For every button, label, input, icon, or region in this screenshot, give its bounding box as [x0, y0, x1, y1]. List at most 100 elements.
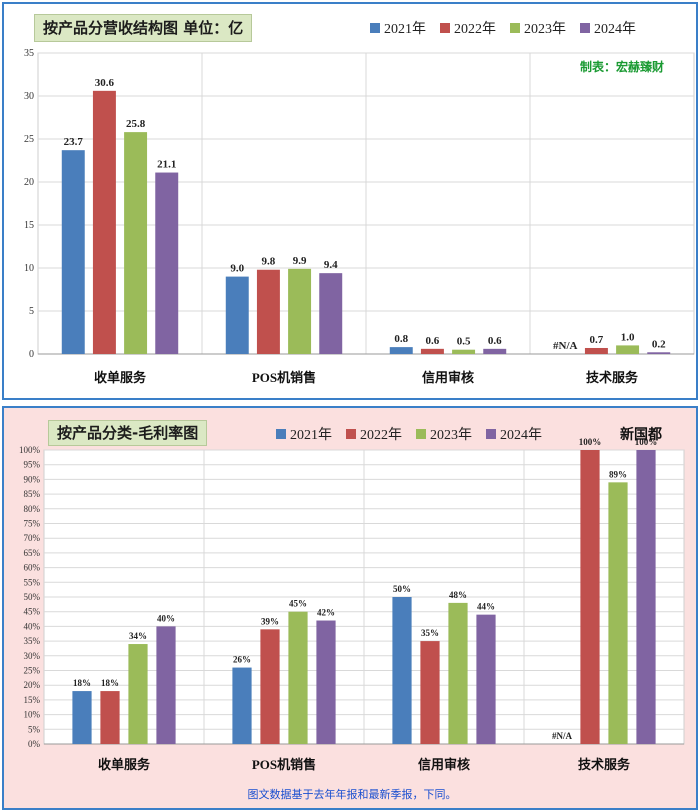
y-tick-label: 15%	[24, 695, 41, 705]
data-label: 9.9	[293, 255, 307, 267]
bar-2022年	[420, 641, 440, 744]
legend-label-2021: 2021年	[290, 428, 332, 443]
data-label: 34%	[129, 631, 147, 641]
y-tick-label: 45%	[24, 607, 41, 617]
legend-label-2022: 2022年	[454, 22, 496, 37]
data-label: 18%	[101, 678, 119, 688]
y-tick-label: 25	[24, 134, 34, 145]
bar-2022年	[256, 269, 280, 354]
bar-2024年	[476, 614, 496, 744]
category-label: 信用审核	[418, 757, 470, 772]
y-tick-label: 20%	[24, 680, 41, 690]
category-label: POS机销售	[252, 370, 316, 385]
legend-item-2024: 2024年	[486, 424, 542, 444]
data-label: 45%	[289, 599, 307, 609]
margin-chart-title: 按产品分类-毛利率图	[48, 420, 208, 446]
bar-2022年	[260, 629, 280, 744]
margin-legend: 2021年 2022年 2023年 2024年	[276, 424, 542, 444]
data-label: 100%	[579, 437, 602, 447]
y-tick-label: 100%	[19, 445, 41, 455]
y-tick-label: 90%	[24, 474, 41, 484]
revenue-panel: 0 5 10 15 20 25 30 35 收单服务 23.7 30.6 25.8 21.1 POS机销售…	[2, 2, 698, 400]
bar-2021年	[225, 276, 249, 354]
y-tick-label: 50%	[24, 592, 41, 602]
bar-2024年	[647, 352, 671, 354]
data-label: 18%	[73, 678, 91, 688]
revenue-chart: 0 5 10 15 20 25 30 35 收单服务 23.7 30.6 25.8 21.1 POS机销售…	[24, 48, 695, 385]
y-tick-label: 5	[29, 306, 34, 317]
y-tick-label: 15	[24, 220, 34, 231]
legend-swatch-2023	[510, 23, 520, 33]
bar-2023年	[124, 132, 148, 354]
legend-label-2024: 2024年	[500, 428, 542, 443]
legend-swatch-2024	[486, 429, 496, 439]
legend-item-2022: 2022年	[440, 18, 496, 38]
data-label: 39%	[261, 616, 279, 626]
margin-panel: 0% 5% 10% 15% 20% 25% 30% 35% 40% 45% 50% 55% 60% 65%…	[2, 406, 698, 810]
bar-2021年	[72, 691, 92, 744]
category-label: 技术服务	[586, 370, 639, 385]
chart-credit: 制表：宏赫臻财	[580, 60, 665, 74]
legend-label-2022: 2022年	[360, 428, 402, 443]
legend-swatch-2021	[370, 23, 380, 33]
data-label: 0.5	[457, 336, 471, 348]
y-tick-label: 40%	[24, 621, 41, 631]
legend-item-2021: 2021年	[276, 424, 332, 444]
category-label: 信用审核	[422, 370, 474, 385]
y-tick-label: 10	[24, 263, 34, 274]
legend-item-2023: 2023年	[510, 18, 566, 38]
bar-2024年	[155, 172, 179, 354]
data-label: 0.7	[590, 334, 604, 346]
bar-2022年	[580, 450, 600, 744]
bar-2023年	[608, 482, 628, 744]
data-label: 0.6	[488, 335, 502, 347]
y-tick-label: 25%	[24, 666, 41, 676]
bar-2021年	[61, 150, 85, 354]
legend-label-2023: 2023年	[524, 22, 566, 37]
bar-2024年	[319, 273, 343, 354]
data-label: 0.2	[652, 338, 666, 350]
legend-label-2023: 2023年	[430, 428, 472, 443]
y-tick-label: 35%	[24, 636, 41, 646]
bar-2023年	[448, 602, 468, 744]
bar-2024年	[483, 348, 507, 354]
data-label: 50%	[393, 584, 411, 594]
footnote: 图文数据基于去年年报和最新季报，下同。	[247, 788, 457, 801]
data-label: 26%	[233, 655, 251, 665]
legend-label-2021: 2021年	[384, 22, 426, 37]
watermark-text: 新国都	[620, 427, 662, 443]
data-label: 1.0	[621, 331, 635, 343]
data-label: 48%	[449, 590, 467, 600]
y-tick-label: 20	[24, 177, 34, 188]
bar-2023年	[288, 268, 312, 354]
data-label: 44%	[477, 602, 495, 612]
y-tick-label: 80%	[24, 504, 41, 514]
bar-2024年	[156, 626, 176, 744]
data-label: 25.8	[126, 118, 146, 130]
bar-2023年	[128, 644, 148, 744]
category-label: 技术服务	[578, 757, 631, 772]
legend-item-2022: 2022年	[346, 424, 402, 444]
y-tick-label: 35	[24, 48, 34, 59]
legend-swatch-2022	[440, 23, 450, 33]
y-tick-label: 10%	[24, 710, 41, 720]
data-label: 42%	[317, 608, 335, 618]
bar-2021年	[392, 597, 412, 744]
category-label: POS机销售	[252, 757, 316, 772]
y-tick-label: 0	[29, 349, 34, 360]
legend-label-2024: 2024年	[594, 22, 636, 37]
bar-2021年	[389, 347, 413, 354]
legend-swatch-2024	[580, 23, 590, 33]
y-tick-label: 0%	[28, 739, 41, 749]
bar-2022年	[100, 691, 120, 744]
data-label: 0.6	[426, 335, 440, 347]
data-label: 9.0	[230, 263, 244, 275]
y-tick-label: 95%	[24, 460, 41, 470]
y-tick-label: 85%	[24, 489, 41, 499]
data-label: 35%	[421, 628, 439, 638]
legend-item-2023: 2023年	[416, 424, 472, 444]
data-label: 9.4	[324, 259, 338, 271]
data-label: 100%	[635, 437, 658, 447]
y-tick-label: 30	[24, 91, 34, 102]
category-label: 收单服务	[98, 757, 151, 772]
